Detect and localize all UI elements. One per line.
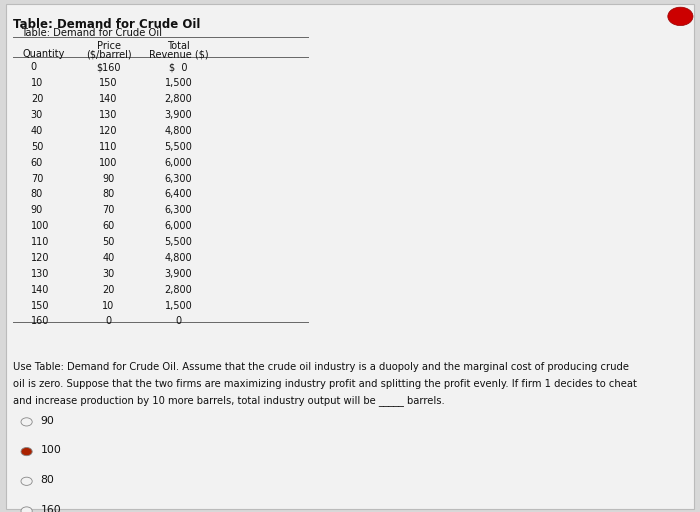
- Text: 50: 50: [31, 142, 43, 152]
- Text: 70: 70: [102, 205, 115, 216]
- Text: Table: Demand for Crude Oil: Table: Demand for Crude Oil: [21, 28, 162, 38]
- Text: Revenue ($): Revenue ($): [148, 49, 209, 59]
- Text: 6,000: 6,000: [164, 158, 193, 168]
- Text: 60: 60: [102, 221, 115, 231]
- Text: 130: 130: [99, 110, 118, 120]
- Text: 2,800: 2,800: [164, 94, 193, 104]
- Text: 150: 150: [31, 301, 49, 311]
- Text: 110: 110: [99, 142, 118, 152]
- Text: 5,500: 5,500: [164, 237, 193, 247]
- Text: 100: 100: [31, 221, 49, 231]
- Text: $160: $160: [97, 62, 120, 73]
- Text: 1,500: 1,500: [164, 301, 193, 311]
- Text: 120: 120: [31, 253, 49, 263]
- Text: 50: 50: [102, 237, 115, 247]
- Text: 40: 40: [31, 126, 43, 136]
- Text: 30: 30: [31, 110, 43, 120]
- Text: 6,300: 6,300: [164, 174, 193, 184]
- Text: 160: 160: [41, 505, 62, 512]
- Text: 2,800: 2,800: [164, 285, 193, 295]
- Text: 6,000: 6,000: [164, 221, 193, 231]
- Text: 10: 10: [31, 78, 43, 89]
- Text: 100: 100: [41, 445, 62, 456]
- Text: 3,900: 3,900: [164, 269, 193, 279]
- Text: 4,800: 4,800: [164, 253, 193, 263]
- Text: 1,500: 1,500: [164, 78, 193, 89]
- Text: 0: 0: [106, 316, 111, 327]
- Text: 120: 120: [99, 126, 118, 136]
- Text: 80: 80: [102, 189, 115, 200]
- Text: 5,500: 5,500: [164, 142, 193, 152]
- Text: 80: 80: [41, 475, 55, 485]
- Text: 4,800: 4,800: [164, 126, 193, 136]
- Text: 20: 20: [102, 285, 115, 295]
- Text: 80: 80: [31, 189, 43, 200]
- Text: 20: 20: [31, 94, 43, 104]
- Text: 3,900: 3,900: [164, 110, 193, 120]
- Text: $  0: $ 0: [169, 62, 188, 73]
- Text: 110: 110: [31, 237, 49, 247]
- Text: 100: 100: [99, 158, 118, 168]
- Text: Price: Price: [97, 41, 120, 51]
- Text: 10: 10: [102, 301, 115, 311]
- Text: 140: 140: [31, 285, 49, 295]
- Text: 40: 40: [102, 253, 115, 263]
- Text: and increase production by 10 more barrels, total industry output will be _____ : and increase production by 10 more barre…: [13, 395, 444, 406]
- Text: 0: 0: [31, 62, 37, 73]
- Text: 150: 150: [99, 78, 118, 89]
- Text: 130: 130: [31, 269, 49, 279]
- Text: 6,400: 6,400: [164, 189, 193, 200]
- Text: Total: Total: [167, 41, 190, 51]
- Text: 90: 90: [41, 416, 55, 426]
- Text: oil is zero. Suppose that the two firms are maximizing industry profit and split: oil is zero. Suppose that the two firms …: [13, 379, 636, 389]
- Text: 140: 140: [99, 94, 118, 104]
- Text: 70: 70: [31, 174, 43, 184]
- Text: Table: Demand for Crude Oil: Table: Demand for Crude Oil: [13, 18, 200, 31]
- Text: ($/barrel): ($/barrel): [85, 49, 132, 59]
- Text: 90: 90: [31, 205, 43, 216]
- Text: 160: 160: [31, 316, 49, 327]
- Text: 90: 90: [102, 174, 115, 184]
- Text: 0: 0: [176, 316, 181, 327]
- Text: 6,300: 6,300: [164, 205, 193, 216]
- Text: 60: 60: [31, 158, 43, 168]
- Text: 30: 30: [102, 269, 115, 279]
- Text: Use Table: Demand for Crude Oil. Assume that the crude oil industry is a duopoly: Use Table: Demand for Crude Oil. Assume …: [13, 362, 629, 373]
- Text: Quantity: Quantity: [22, 49, 65, 59]
